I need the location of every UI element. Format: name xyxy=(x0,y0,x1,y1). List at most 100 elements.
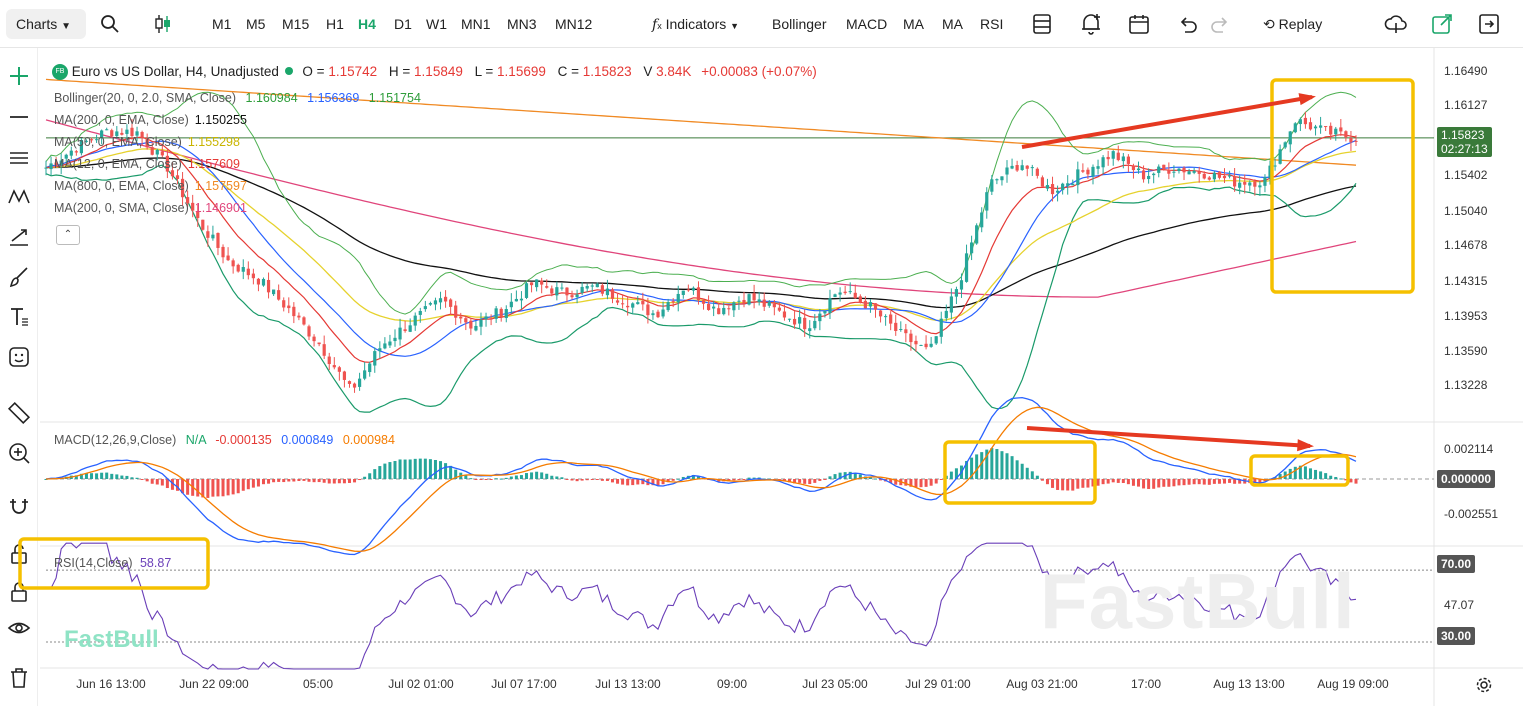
macd-tick-upper: 0.002114 xyxy=(1444,442,1494,456)
candle-body xyxy=(226,255,230,261)
quick-indicator-rsi-4[interactable]: RSI xyxy=(980,16,1004,32)
ruler-icon[interactable] xyxy=(7,401,31,425)
timeframe-m15[interactable]: M15 xyxy=(282,16,310,32)
template-icon[interactable] xyxy=(1032,13,1052,35)
macd-hist-bar xyxy=(1000,451,1004,479)
candle-body xyxy=(64,154,68,159)
macd-hist-bar xyxy=(985,449,989,479)
timeframe-h1[interactable]: H1 xyxy=(326,16,344,32)
macd-legend[interactable]: MACD(12,26,9,Close) N/A -0.000135 0.0008… xyxy=(54,432,395,448)
pattern-icon[interactable] xyxy=(7,185,31,209)
candle-body xyxy=(130,127,134,137)
candle-body xyxy=(170,170,175,177)
rsi-legend[interactable]: RSI(14,Close) 58.87 xyxy=(54,555,171,571)
eye-icon[interactable] xyxy=(7,616,31,640)
candle-body xyxy=(909,333,913,343)
zoom-in-icon[interactable] xyxy=(7,441,31,465)
candle-body xyxy=(990,179,994,192)
magnet-icon[interactable] xyxy=(7,495,31,519)
timeframe-h4[interactable]: H4 xyxy=(358,16,376,32)
candle-body xyxy=(332,365,336,368)
macd-hist-bar xyxy=(803,479,807,484)
ma-legend-3[interactable]: MA(800, 0, EMA, Close) 1.157597 xyxy=(54,178,247,194)
brush-icon[interactable] xyxy=(7,265,31,289)
crosshair-plus-icon[interactable] xyxy=(7,64,31,88)
open-value: 1.15742 xyxy=(328,64,378,79)
time-tick: 09:00 xyxy=(716,677,748,691)
timeframe-mn12[interactable]: MN12 xyxy=(555,16,593,32)
cloud-icon[interactable] xyxy=(1384,13,1408,35)
ma-legend-0[interactable]: MA(200, 0, EMA, Close) 1.150255 xyxy=(54,112,247,128)
trash-icon[interactable] xyxy=(7,666,31,690)
parallel-lines-icon[interactable] xyxy=(7,145,31,169)
ma-value: 1.157609 xyxy=(187,157,240,171)
candle-body xyxy=(686,289,690,291)
quick-indicator-ma-3[interactable]: MA xyxy=(942,16,963,32)
candle-body xyxy=(712,306,716,309)
macd-hist-bar xyxy=(221,479,225,497)
macd-hist-bar xyxy=(1147,479,1151,489)
ma-legend-2[interactable]: MA(12, 0, EMA, Close) 1.157609 xyxy=(54,156,240,172)
search-icon[interactable] xyxy=(100,14,120,34)
collapse-legend-button[interactable]: ⌃ xyxy=(56,225,80,245)
quick-indicator-macd-1[interactable]: MACD xyxy=(846,16,888,32)
timeframe-d1[interactable]: D1 xyxy=(394,16,412,32)
macd-hist-bar xyxy=(1293,466,1297,479)
macd-hist-bar xyxy=(444,463,448,479)
timeframe-w1[interactable]: W1 xyxy=(426,16,447,32)
candle-body xyxy=(949,296,953,313)
redo-icon[interactable] xyxy=(1210,14,1230,34)
macd-hist-bar xyxy=(560,477,564,479)
quick-indicator-ma-2[interactable]: MA xyxy=(903,16,924,32)
candle-body xyxy=(1212,172,1216,180)
quick-indicator-bollinger-0[interactable]: Bollinger xyxy=(772,16,827,32)
alert-bell-icon[interactable] xyxy=(1080,12,1102,36)
candle-body xyxy=(803,317,807,330)
charts-menu-button[interactable]: Charts ▼ xyxy=(6,9,86,39)
text-tool-icon[interactable] xyxy=(7,305,31,329)
candle-body xyxy=(833,294,837,298)
time-tick: Jul 13 13:00 xyxy=(595,677,661,691)
ma-legend-1[interactable]: MA(50, 0, EMA, Close) 1.155298 xyxy=(54,134,240,150)
candlestick-type-icon[interactable] xyxy=(152,13,174,35)
candle-body xyxy=(671,301,675,303)
candle-body xyxy=(317,342,321,345)
timeframe-mn1[interactable]: MN1 xyxy=(461,16,491,32)
candle-body xyxy=(646,304,650,316)
horizontal-line-icon[interactable] xyxy=(7,105,31,129)
candle-body xyxy=(423,306,427,310)
timeframe-mn3[interactable]: MN3 xyxy=(507,16,537,32)
projection-icon[interactable] xyxy=(7,225,31,249)
calendar-icon[interactable] xyxy=(1128,13,1150,35)
time-tick: Aug 19 09:00 xyxy=(1317,677,1389,691)
emoji-icon[interactable] xyxy=(7,345,31,369)
bollinger-legend[interactable]: Bollinger(20, 0, 2.0, SMA, Close) 1.1609… xyxy=(54,90,421,106)
macd-hist-bar xyxy=(570,479,574,481)
undo-icon[interactable] xyxy=(1178,14,1198,34)
ma-legend-4[interactable]: MA(200, 0, SMA, Close) 1.146901 xyxy=(54,200,247,216)
candle-body xyxy=(762,299,766,307)
timeframe-m1[interactable]: M1 xyxy=(212,16,232,32)
exit-fullscreen-icon[interactable] xyxy=(1478,13,1500,35)
macd-hist-bar xyxy=(970,457,974,479)
time-tick: Jul 02 01:00 xyxy=(388,677,454,691)
candle-body xyxy=(772,303,776,308)
candle-body xyxy=(1101,157,1105,168)
indicators-button[interactable]: fx Indicators ▼ xyxy=(652,16,740,33)
replay-button[interactable]: ⟲ Replay xyxy=(1263,13,1322,35)
candle-body xyxy=(722,307,726,315)
candle-body xyxy=(975,225,979,244)
candle-body xyxy=(550,288,554,294)
timeframe-m5[interactable]: M5 xyxy=(246,16,266,32)
share-icon[interactable] xyxy=(1431,13,1453,35)
chevron-down-icon: ▼ xyxy=(730,21,740,31)
candle-body xyxy=(863,300,867,309)
settings-gear-icon[interactable] xyxy=(1475,676,1493,694)
annotation-box-rsi xyxy=(18,537,210,590)
macd-hist-bar xyxy=(353,479,357,483)
candle-body xyxy=(398,327,402,340)
macd-hist-bar xyxy=(747,477,751,479)
candle-body xyxy=(1202,173,1206,179)
macd-hist-bar xyxy=(196,479,200,497)
